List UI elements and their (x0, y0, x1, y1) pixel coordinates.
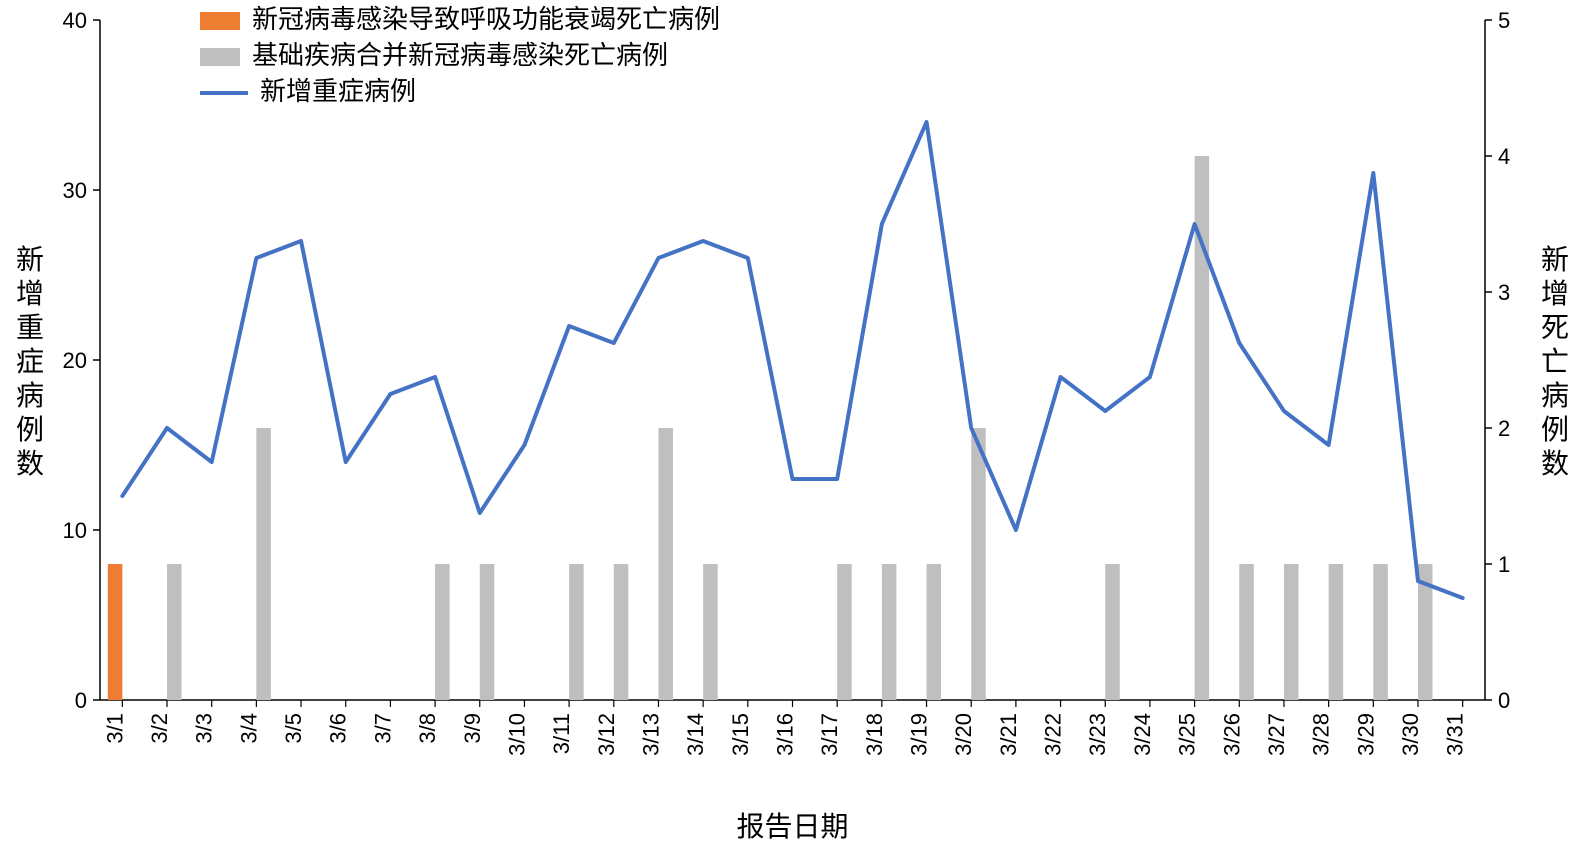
bar-deaths-comorbidity (658, 428, 673, 700)
bar-deaths-comorbidity (1239, 564, 1254, 700)
x-tick-label: 3/11 (549, 713, 574, 754)
bar-deaths-comorbidity (435, 564, 450, 700)
bar-deaths-comorbidity (1373, 564, 1388, 700)
bar-deaths-comorbidity (1329, 564, 1344, 700)
bar-deaths-comorbidity (256, 428, 271, 700)
x-tick-label: 3/22 (1041, 713, 1066, 756)
x-tick-label: 3/5 (281, 713, 306, 744)
axis-title-char: 数 (1541, 448, 1569, 479)
x-tick-label: 3/14 (683, 713, 708, 756)
legend-swatch (200, 48, 240, 66)
axis-title-char: 新 (16, 244, 44, 275)
bar-deaths-comorbidity (882, 564, 897, 700)
x-tick-label: 3/21 (996, 713, 1021, 756)
bar-deaths-comorbidity (480, 564, 495, 700)
x-tick-label: 3/18 (862, 713, 887, 756)
bar-deaths-comorbidity (971, 428, 986, 700)
x-tick-label: 3/17 (817, 713, 842, 756)
x-tick-label: 3/8 (415, 713, 440, 744)
x-tick-label: 3/15 (728, 713, 753, 756)
y-left-tick-label: 40 (63, 8, 87, 33)
x-tick-label: 3/27 (1264, 713, 1289, 756)
axis-title-char: 数 (16, 448, 44, 479)
legend-label: 新增重症病例 (260, 76, 416, 106)
axis-title-group: 新增死亡病例数 (1541, 244, 1569, 479)
x-tick-label: 3/3 (192, 713, 217, 744)
axis-title-char: 重 (16, 312, 44, 343)
x-tick-label: 3/1 (102, 713, 127, 744)
x-tick-label: 3/30 (1398, 713, 1423, 756)
bar-deaths-comorbidity (167, 564, 182, 700)
bar-deaths-respiratory (108, 564, 123, 700)
x-axis-title: 报告日期 (736, 811, 848, 842)
x-tick-label: 3/23 (1085, 713, 1110, 756)
x-tick-label: 3/28 (1309, 713, 1334, 756)
y-left-tick-label: 10 (63, 518, 87, 543)
legend-swatch (200, 12, 240, 30)
x-tick-label: 3/10 (504, 713, 529, 756)
chart-svg: 0 10 20 30 40 0 1 2 3 4 5 3/1 3/2 3/3 3/4 3/5 3/6 3/7 3/8 3… (0, 0, 1585, 856)
bar-deaths-comorbidity (614, 564, 629, 700)
y-right-tick-label: 1 (1498, 552, 1510, 577)
y-left-tick-label: 20 (63, 348, 87, 373)
legend-label: 新冠病毒感染导致呼吸功能衰竭死亡病例 (252, 4, 720, 34)
x-tick-label: 3/2 (147, 713, 172, 744)
x-tick-label: 3/6 (326, 713, 351, 744)
x-tick-label: 3/20 (951, 713, 976, 756)
axis-title-char: 增 (1541, 278, 1569, 309)
axis-title-char: 病 (16, 380, 44, 411)
x-tick-label: 3/9 (460, 713, 485, 744)
x-tick-label: 3/25 (1175, 713, 1200, 756)
legend-label: 基础疾病合并新冠病毒感染死亡病例 (252, 40, 668, 70)
axis-title-group: 新增重症病例数 (16, 244, 44, 479)
y-right-tick-label: 5 (1498, 8, 1510, 33)
x-tick-label: 3/7 (370, 713, 395, 744)
bar-deaths-comorbidity (569, 564, 584, 700)
axis-title-char: 例 (16, 414, 44, 445)
x-tick-label: 3/29 (1353, 713, 1378, 756)
x-tick-label: 3/4 (236, 713, 261, 744)
bar-deaths-comorbidity (703, 564, 718, 700)
x-tick-label: 3/16 (773, 713, 798, 756)
line-severe-cases (122, 122, 1462, 598)
x-tick-label: 3/13 (638, 713, 663, 756)
x-tick-label: 3/26 (1219, 713, 1244, 756)
y-right-tick-label: 4 (1498, 144, 1510, 169)
y-left-tick-label: 30 (63, 178, 87, 203)
x-tick-label: 3/24 (1130, 713, 1155, 756)
bar-deaths-comorbidity (1105, 564, 1120, 700)
y-right-tick-label: 0 (1498, 688, 1510, 713)
y-left-tick-label: 0 (75, 688, 87, 713)
bar-deaths-comorbidity (1284, 564, 1299, 700)
chart-container: 0 10 20 30 40 0 1 2 3 4 5 3/1 3/2 3/3 3/4 3/5 3/6 3/7 3/8 3… (0, 0, 1585, 856)
axis-title-char: 新 (1541, 244, 1569, 275)
bar-deaths-comorbidity (927, 564, 942, 700)
axis-title-char: 增 (16, 278, 44, 309)
axis-title-char: 例 (1541, 414, 1569, 445)
x-tick-label: 3/19 (907, 713, 932, 756)
axis-title-char: 症 (16, 346, 44, 377)
y-right-tick-label: 2 (1498, 416, 1510, 441)
bar-deaths-comorbidity (1195, 156, 1210, 700)
bar-deaths-comorbidity (837, 564, 852, 700)
axis-title-char: 死 (1541, 312, 1569, 343)
axis-title-char: 病 (1541, 380, 1569, 411)
x-tick-label: 3/12 (594, 713, 619, 756)
x-tick-label: 3/31 (1443, 713, 1468, 756)
axis-title-char: 亡 (1541, 346, 1569, 377)
y-right-tick-label: 3 (1498, 280, 1510, 305)
